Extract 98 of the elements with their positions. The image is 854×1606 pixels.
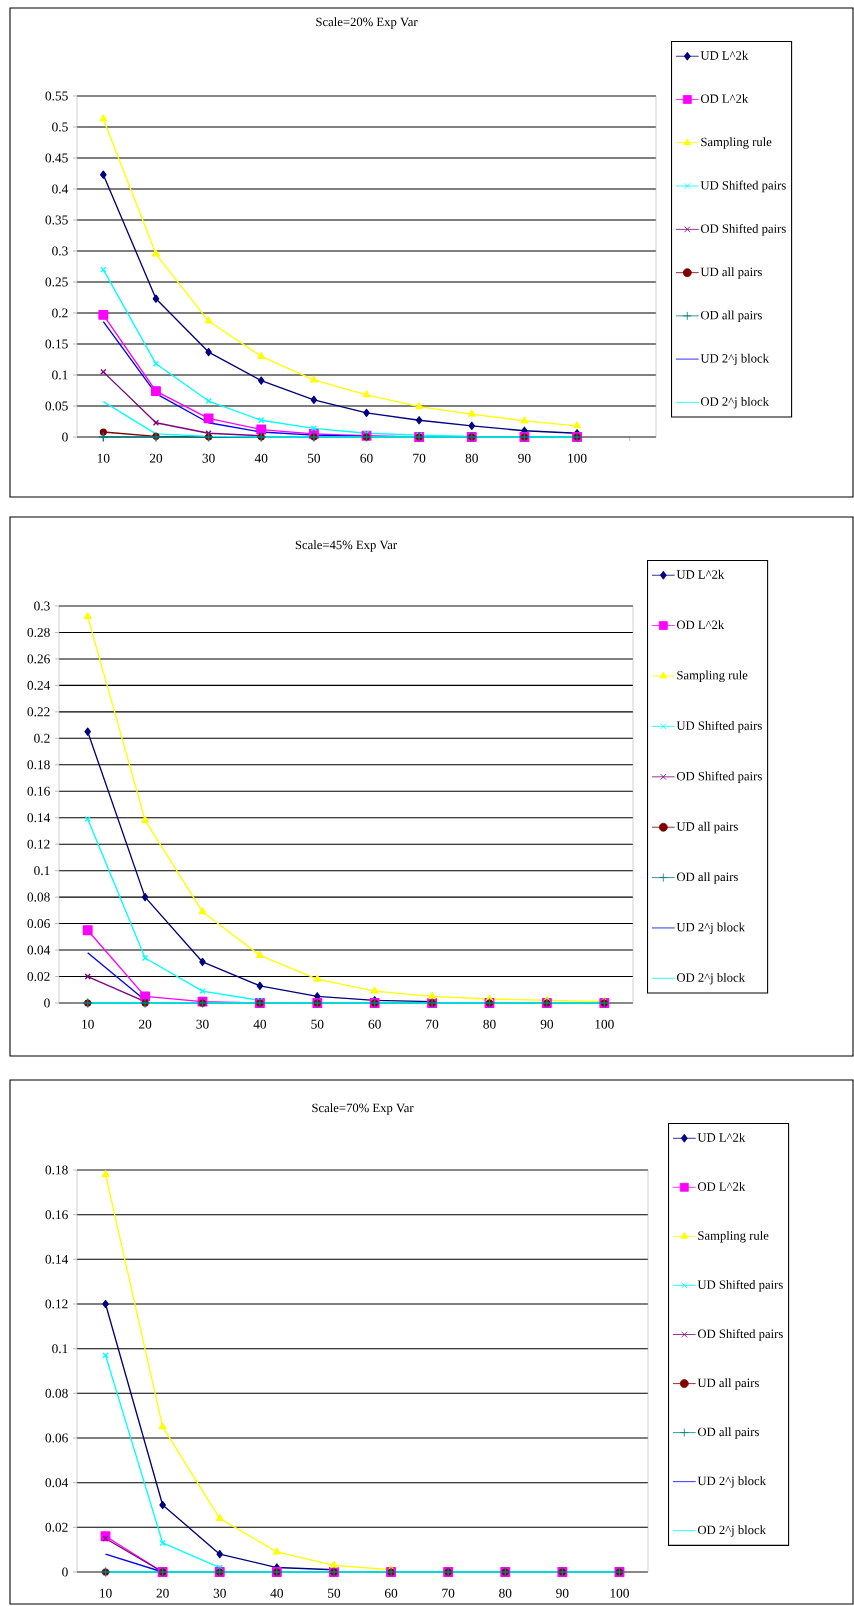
x-tick-label: 90 bbox=[518, 453, 531, 463]
x-tick-label: 40 bbox=[270, 1588, 284, 1598]
y-tick-label: 0.02 bbox=[27, 972, 50, 982]
legend-label: UD all pairs bbox=[676, 821, 738, 834]
y-tick-label: 0.18 bbox=[45, 1165, 68, 1175]
legend-label: OD L^2k bbox=[700, 94, 749, 103]
legend-label: OD Shifted pairs bbox=[700, 223, 786, 236]
y-tick-label: 0.02 bbox=[45, 1522, 68, 1532]
x-tick-label: 70 bbox=[413, 453, 426, 463]
x-tick-label: 10 bbox=[97, 453, 110, 463]
legend-label: OD all pairs bbox=[700, 310, 762, 322]
x-tick-label: 70 bbox=[442, 1588, 455, 1598]
y-tick-label: 0.16 bbox=[45, 1210, 68, 1220]
y-tick-label: 0.14 bbox=[27, 813, 51, 823]
x-tick-label: 20 bbox=[156, 1588, 169, 1598]
legend-label: OD 2^j block bbox=[700, 396, 769, 409]
y-tick-label: 0.2 bbox=[52, 308, 68, 318]
legend-label: OD Shifted pairs bbox=[697, 1329, 783, 1341]
legend-label: OD all pairs bbox=[676, 872, 738, 884]
y-tick-label: 0.5 bbox=[52, 122, 68, 132]
x-tick-label: 100 bbox=[568, 453, 587, 463]
x-tick-label: 90 bbox=[556, 1588, 569, 1598]
x-tick-label: 30 bbox=[196, 1019, 209, 1029]
y-tick-label: 0.04 bbox=[27, 945, 51, 955]
legend-label: OD 2^j block bbox=[697, 1525, 766, 1537]
legend-label: UD L^2k bbox=[676, 569, 725, 579]
y-tick-label: 0.15 bbox=[45, 339, 68, 349]
y-tick-label: 0.3 bbox=[34, 601, 50, 611]
chart-title: Scale=20% Exp Var bbox=[316, 17, 418, 29]
legend-label: OD L^2k bbox=[697, 1181, 746, 1191]
x-tick-label: 30 bbox=[202, 453, 215, 463]
y-tick-label: 0.3 bbox=[52, 246, 68, 256]
legend-label: UD Shifted pairs bbox=[700, 180, 786, 193]
legend-label: UD Shifted pairs bbox=[697, 1279, 783, 1292]
x-tick-label: 50 bbox=[328, 1588, 341, 1598]
legend-label: Sampling rule bbox=[677, 670, 748, 683]
x-tick-label: 60 bbox=[368, 1019, 381, 1029]
x-tick-label: 60 bbox=[360, 453, 373, 463]
x-tick-label: 40 bbox=[253, 1019, 267, 1029]
y-tick-label: 0.16 bbox=[27, 786, 50, 796]
y-tick-label: 0.12 bbox=[27, 839, 50, 849]
legend-label: UD 2^j block bbox=[676, 922, 745, 935]
y-tick-label: 0.12 bbox=[45, 1299, 68, 1309]
x-tick-label: 90 bbox=[540, 1019, 554, 1029]
x-tick-label: 50 bbox=[311, 1019, 324, 1029]
x-tick-label: 80 bbox=[499, 1588, 512, 1598]
y-tick-label: 0.4 bbox=[52, 184, 69, 194]
legend-label: OD 2^j block bbox=[676, 972, 745, 985]
y-tick-label: 0.14 bbox=[45, 1254, 69, 1264]
y-tick-label: 0.45 bbox=[45, 153, 68, 163]
chart-title: Scale=70% Exp Var bbox=[312, 1103, 414, 1115]
y-tick-label: 0.28 bbox=[27, 627, 50, 637]
y-tick-label: 0.06 bbox=[27, 919, 50, 929]
x-tick-label: 70 bbox=[426, 1019, 439, 1029]
y-tick-label: 0.18 bbox=[27, 760, 50, 770]
legend-label: UD L^2k bbox=[700, 50, 749, 60]
y-tick-label: 0.06 bbox=[45, 1433, 68, 1443]
legend-label: UD L^2k bbox=[697, 1132, 746, 1142]
y-tick-label: 0.24 bbox=[27, 680, 51, 690]
x-tick-label: 20 bbox=[139, 1019, 152, 1029]
x-tick-label: 10 bbox=[100, 1588, 112, 1598]
x-tick-label: 60 bbox=[384, 1588, 398, 1598]
legend-label: Sampling rule bbox=[701, 137, 772, 149]
x-tick-label: 50 bbox=[307, 453, 321, 463]
y-tick-label: 0.25 bbox=[45, 277, 68, 287]
legend-label: UD Shifted pairs bbox=[676, 720, 762, 733]
x-tick-label: 20 bbox=[149, 453, 163, 463]
legend-label: OD L^2k bbox=[676, 620, 725, 630]
y-tick-label: 0.1 bbox=[34, 866, 50, 876]
chart-title: Scale=45% Exp Var bbox=[295, 540, 397, 552]
y-tick-label: 0.22 bbox=[27, 707, 50, 717]
y-tick-label: 0 bbox=[44, 998, 50, 1008]
y-tick-label: 0 bbox=[62, 1567, 68, 1577]
y-tick-label: 0.2 bbox=[34, 733, 50, 743]
y-tick-label: 0 bbox=[62, 432, 68, 442]
x-tick-label: 40 bbox=[254, 453, 268, 463]
x-tick-label: 10 bbox=[82, 1019, 94, 1029]
legend-label: UD all pairs bbox=[697, 1378, 759, 1390]
y-tick-label: 0.05 bbox=[45, 401, 68, 411]
legend-label: UD 2^j block bbox=[697, 1476, 766, 1488]
y-tick-label: 0.26 bbox=[27, 654, 50, 664]
legend-label: UD all pairs bbox=[700, 267, 762, 279]
y-tick-label: 0.35 bbox=[45, 215, 68, 225]
y-tick-label: 0.08 bbox=[45, 1388, 68, 1398]
y-tick-label: 0.1 bbox=[52, 1344, 68, 1354]
x-tick-label: 80 bbox=[483, 1019, 496, 1029]
x-tick-label: 100 bbox=[610, 1588, 629, 1598]
x-tick-label: 100 bbox=[595, 1019, 614, 1029]
y-tick-label: 0.1 bbox=[52, 370, 68, 380]
y-tick-label: 0.04 bbox=[45, 1478, 69, 1488]
legend-label: Sampling rule bbox=[698, 1230, 769, 1243]
legend-label: OD Shifted pairs bbox=[676, 771, 762, 783]
y-tick-label: 0.55 bbox=[45, 91, 68, 101]
legend-label: OD all pairs bbox=[697, 1427, 759, 1439]
x-tick-label: 80 bbox=[465, 453, 478, 463]
y-tick-label: 0.08 bbox=[27, 892, 50, 902]
x-tick-label: 30 bbox=[213, 1588, 226, 1598]
legend-label: UD 2^j block bbox=[700, 353, 769, 366]
